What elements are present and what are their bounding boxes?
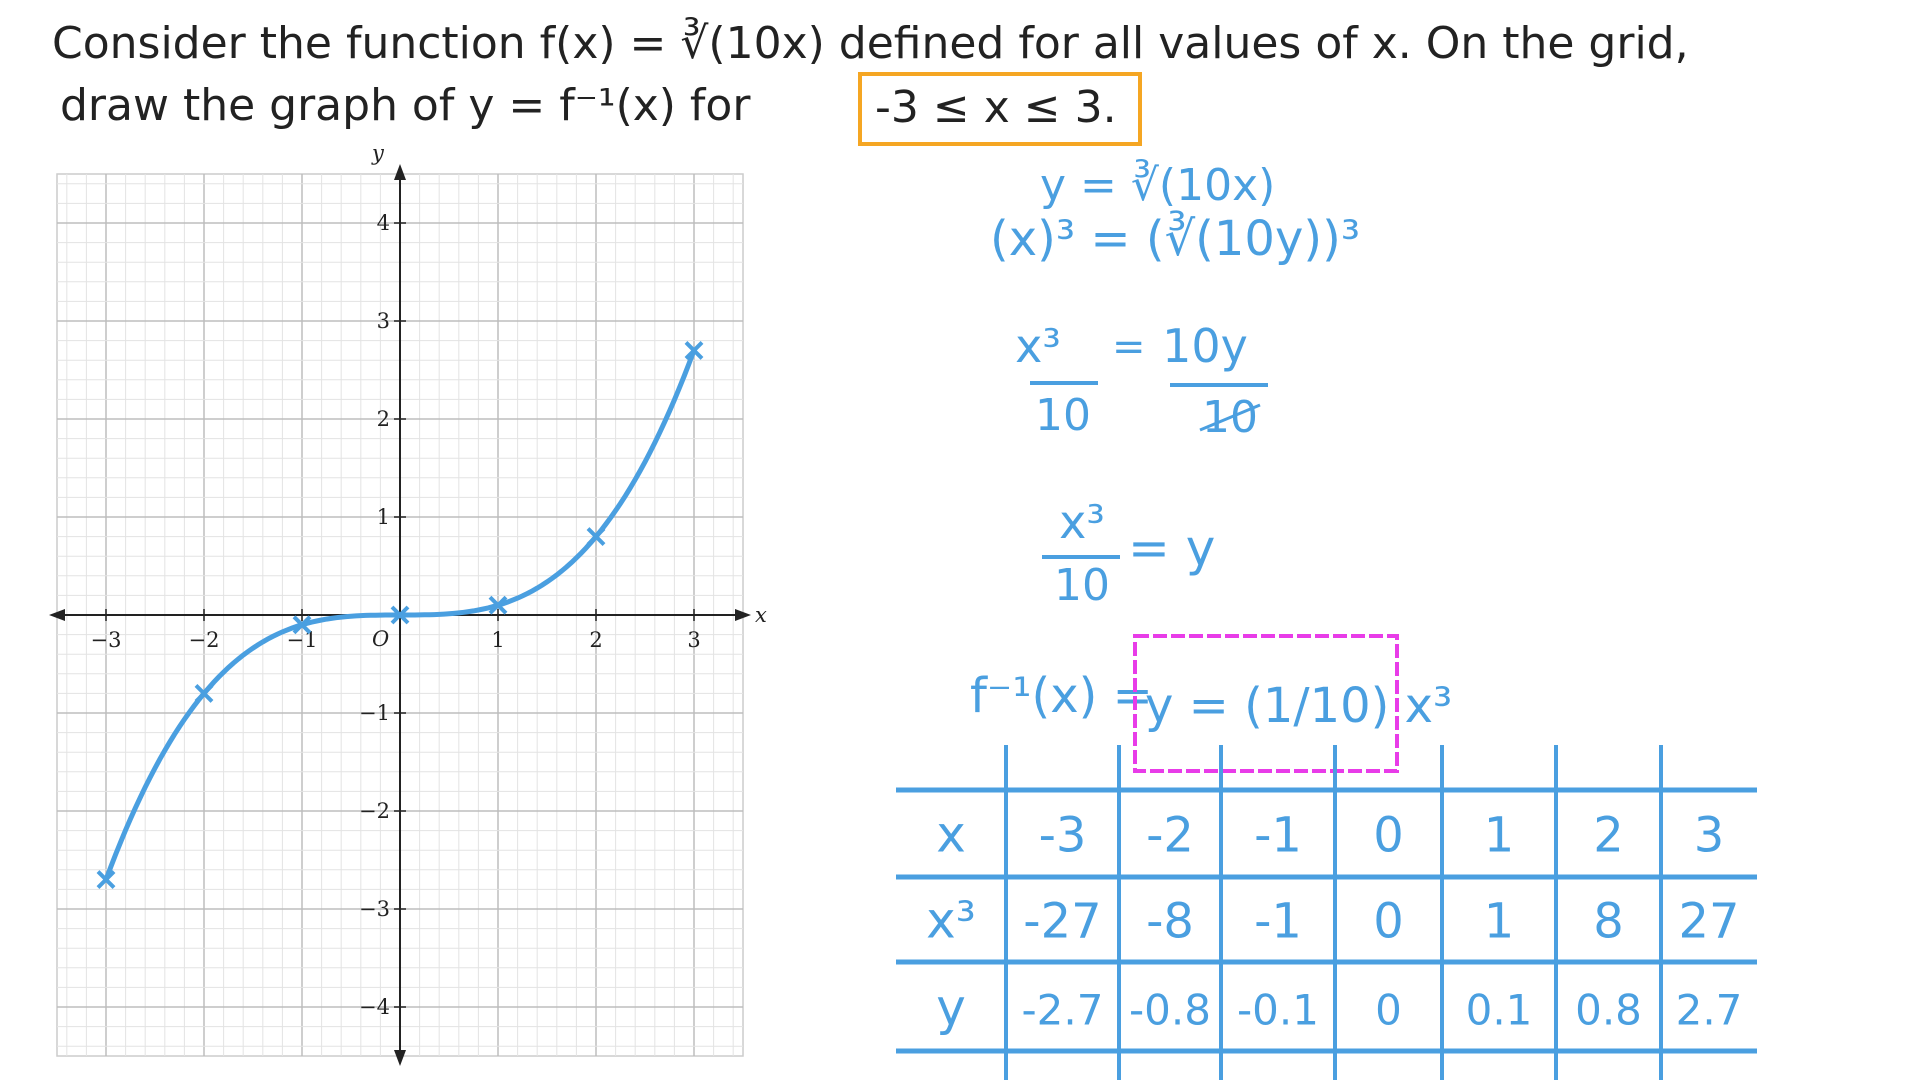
step-4-rhs: = y: [1128, 519, 1215, 577]
y-tick-label: 1: [377, 505, 390, 529]
step-3-equals: =: [1112, 324, 1146, 370]
x-tick-label: −3: [91, 628, 122, 652]
domain-highlight-box: [858, 72, 1142, 146]
table-cell: 0.8: [1575, 986, 1642, 1035]
data-point-marker: [586, 527, 606, 547]
table-cell: -0.8: [1129, 986, 1211, 1035]
table-cell: 0: [1373, 894, 1404, 950]
question-line-2: draw the graph of y = f⁻¹(x) for: [60, 80, 751, 131]
y-tick-label: −1: [359, 701, 390, 725]
values-table: x -3 -2 -1 0 1 2 3 x³ -27 -8 -1 0 1 8 27 y -2.7 -0.8 -0.1 0 0…: [896, 745, 1757, 1080]
cancel-strike: [1199, 403, 1261, 432]
y-tick-label: 2: [377, 407, 390, 431]
table-cell: 1: [1484, 894, 1515, 950]
question-line-1: Consider the function f(x) = ∛(10x) defi…: [52, 16, 1689, 69]
x-tick-label: 2: [589, 628, 602, 652]
table-cell: 1: [1484, 808, 1515, 864]
x-tick-label: 3: [687, 628, 700, 652]
x-tick-label: −1: [287, 628, 318, 652]
table-cell: 0.1: [1466, 986, 1533, 1035]
table-cell: 2: [1593, 808, 1624, 864]
result-highlight-box: [1133, 634, 1399, 773]
y-tick-label: −2: [359, 799, 390, 823]
result-boxed: y = (1/10) x³: [1145, 678, 1452, 734]
result-prefix: f⁻¹(x) =: [970, 668, 1153, 724]
table-cell: 27: [1678, 894, 1739, 950]
table-cell: -1: [1254, 808, 1302, 864]
table-row-label: x: [936, 806, 966, 864]
step-3-rhs-numerator: 10y: [1162, 319, 1248, 373]
plotted-points: [96, 340, 704, 890]
x-axis-label: x: [755, 603, 767, 627]
table-cell: 8: [1593, 894, 1624, 950]
step-4-numerator: x³: [1059, 495, 1105, 549]
y-axis-label: y: [371, 141, 385, 165]
table-cell: 0: [1375, 986, 1402, 1035]
origin-label: O: [372, 627, 389, 651]
data-point-marker: [96, 870, 116, 890]
x-tick-label: 1: [491, 628, 504, 652]
y-tick-label: −4: [359, 995, 390, 1019]
step-3-lhs-numerator: x³: [1015, 319, 1061, 373]
table-row-label: y: [936, 979, 966, 1037]
table-cell: -27: [1023, 894, 1101, 950]
table-cell: 2.7: [1676, 986, 1743, 1035]
table-cell: 0: [1373, 808, 1404, 864]
step-1: y = ∛(10x): [1040, 158, 1275, 211]
table-cell: -8: [1146, 894, 1194, 950]
table-cell: 3: [1694, 808, 1725, 864]
step-3-lhs-denominator: 10: [1035, 390, 1091, 441]
step-2: (x)³ = (∛(10y))³: [990, 210, 1360, 267]
table-cell: -2: [1146, 808, 1194, 864]
table-row-label: x³: [926, 892, 976, 950]
y-tick-label: 4: [377, 211, 390, 235]
y-tick-label: −3: [359, 897, 390, 921]
y-tick-label: 3: [377, 309, 390, 333]
table-cell: -3: [1039, 808, 1087, 864]
data-point-marker: [488, 595, 508, 615]
data-point-marker: [194, 683, 214, 703]
data-point-marker: [292, 615, 312, 635]
table-cell: -1: [1254, 894, 1302, 950]
step-4-denominator: 10: [1054, 560, 1110, 611]
table-cell: -0.1: [1237, 986, 1319, 1035]
x-tick-label: −2: [189, 628, 220, 652]
data-point-marker: [684, 340, 704, 360]
graph-tick-labels: −3 −2 −1 1 2 3 −4 −3 −2 −1 1 2 3 4: [91, 211, 701, 1019]
table-cell: -2.7: [1022, 986, 1104, 1035]
domain-highlight-text: -3 ≤ x ≤ 3.: [875, 82, 1117, 133]
data-point-marker: [390, 605, 410, 625]
